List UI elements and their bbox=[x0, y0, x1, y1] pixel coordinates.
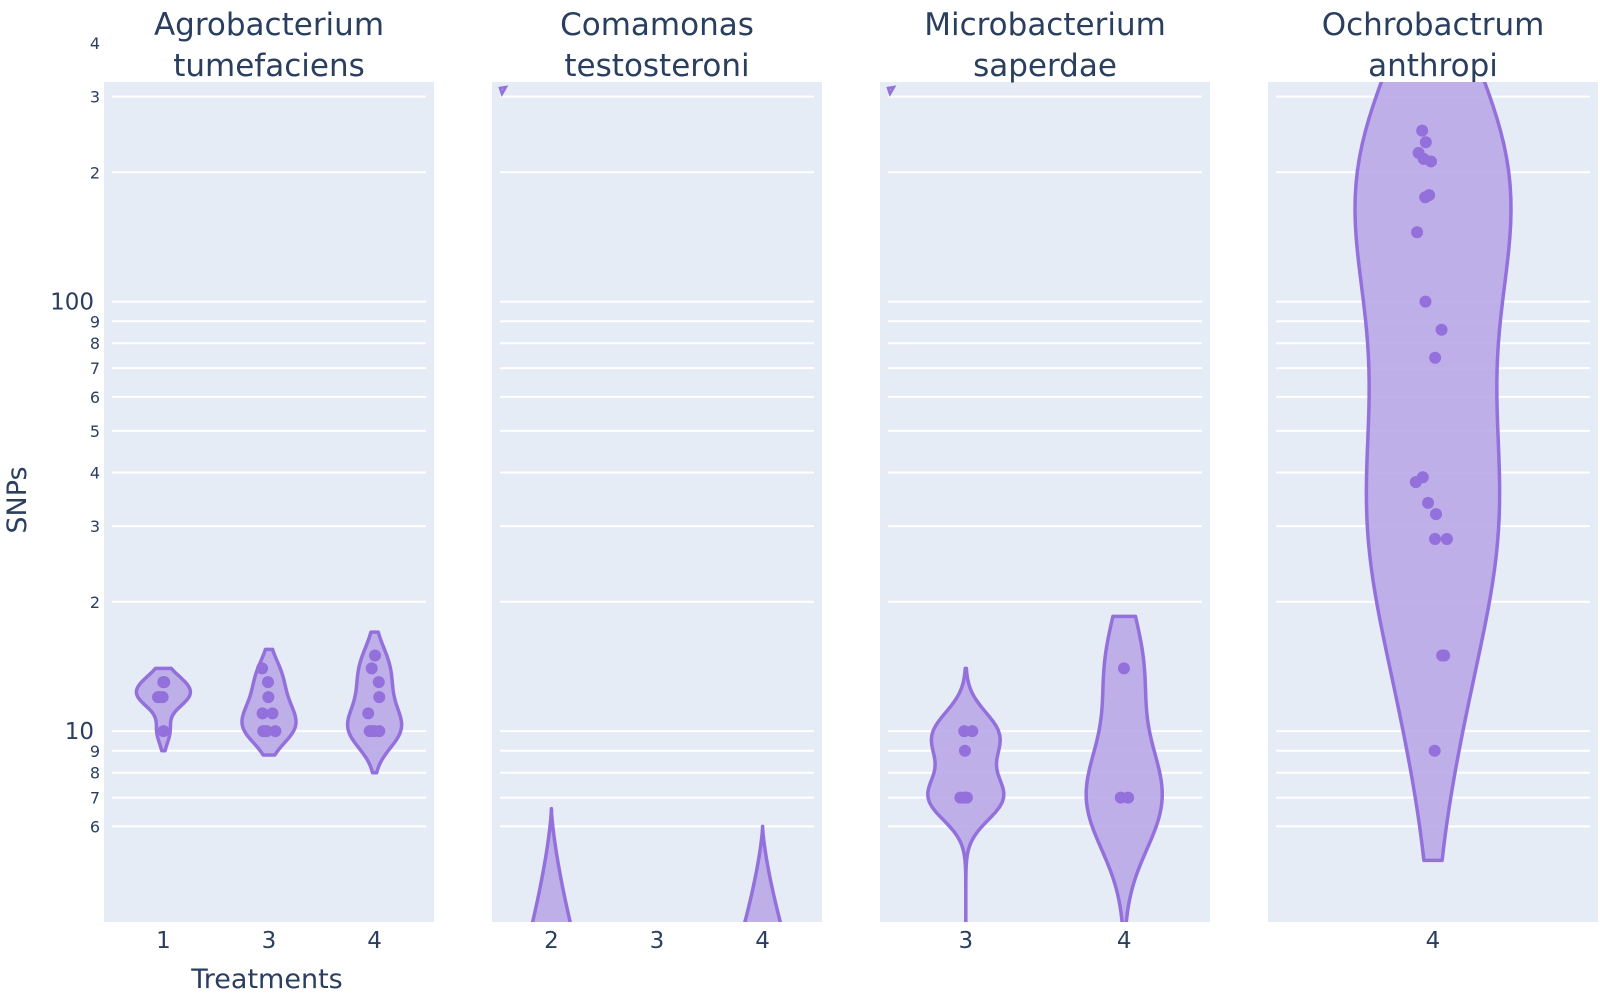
y-minor-tick-label: 7 bbox=[90, 359, 100, 378]
y-minor-tick-label: 4 bbox=[90, 464, 100, 483]
x-tick-label: 3 bbox=[650, 928, 665, 954]
data-point bbox=[1411, 226, 1424, 239]
x-tick-label: 3 bbox=[262, 928, 277, 954]
data-point bbox=[257, 725, 270, 738]
data-point bbox=[266, 707, 279, 720]
y-minor-tick-label: 4 bbox=[90, 34, 100, 53]
x-tick-label: 4 bbox=[367, 928, 382, 954]
violin-shape bbox=[345, 630, 404, 775]
panel-2: Microbacterium saperdae 3 4 bbox=[880, 7, 1210, 954]
data-point bbox=[373, 691, 386, 704]
data-point bbox=[958, 744, 971, 757]
plot-background bbox=[492, 82, 822, 922]
data-point bbox=[1425, 155, 1437, 168]
violin-shape bbox=[1084, 614, 1164, 922]
x-tick-label: 1 bbox=[156, 928, 171, 954]
y-minor-tick-label: 5 bbox=[90, 422, 100, 441]
plot-background bbox=[104, 82, 434, 922]
data-point bbox=[261, 676, 274, 689]
y-minor-tick-label: 9 bbox=[90, 742, 100, 761]
panel-title-line: testosteroni bbox=[564, 48, 749, 84]
data-point bbox=[1436, 649, 1449, 662]
data-point bbox=[958, 725, 971, 738]
data-point bbox=[256, 707, 269, 720]
data-point bbox=[1117, 662, 1130, 675]
x-tick-label: 2 bbox=[544, 928, 559, 954]
violin-shape bbox=[530, 806, 572, 922]
y-minor-tick-label: 8 bbox=[90, 334, 100, 353]
data-point bbox=[1419, 136, 1432, 149]
data-point bbox=[1435, 323, 1448, 336]
violin-fragment bbox=[886, 85, 897, 98]
y-minor-tick-label: 6 bbox=[90, 817, 100, 836]
y-minor-tick-label: 8 bbox=[90, 764, 100, 783]
data-point bbox=[1429, 533, 1442, 546]
x-tick-label: 4 bbox=[1117, 928, 1132, 954]
panel-title-line: anthropi bbox=[1368, 48, 1498, 84]
data-point bbox=[1419, 295, 1432, 308]
y-minor-tick-label: 3 bbox=[90, 517, 100, 536]
panel-3: Ochrobactrum anthropi 4 bbox=[1268, 7, 1598, 954]
violin-fragment bbox=[498, 85, 509, 98]
x-tick-label: 4 bbox=[755, 928, 770, 954]
y-minor-tick-label: 2 bbox=[90, 163, 100, 182]
data-point bbox=[958, 791, 971, 804]
data-point bbox=[1416, 124, 1429, 137]
y-minor-tick-label: 2 bbox=[90, 593, 100, 612]
panel-title-line: Microbacterium bbox=[924, 7, 1166, 43]
violin-shape bbox=[743, 824, 783, 922]
panels-layer: Agrobacterium tumefaciens 1 3 4 Comamonas test… bbox=[104, 7, 1598, 954]
y-minor-tick-label: 6 bbox=[90, 388, 100, 407]
x-tick-label: 4 bbox=[1426, 928, 1441, 954]
y-major-tick-label: 10 bbox=[65, 719, 94, 745]
data-point bbox=[368, 649, 381, 662]
data-point bbox=[1419, 191, 1432, 204]
data-point bbox=[1122, 791, 1135, 804]
data-point bbox=[269, 725, 282, 738]
panel-0: Agrobacterium tumefaciens 1 3 4 bbox=[104, 7, 434, 954]
panel-1: Comamonas testosteroni 2 3 4 bbox=[492, 7, 822, 954]
x-axis-title: Treatments bbox=[190, 964, 342, 995]
panel-title-line: saperdae bbox=[973, 48, 1117, 84]
y-major-tick-label: 100 bbox=[50, 290, 94, 316]
data-point bbox=[365, 662, 378, 675]
panel-title-line: Comamonas bbox=[560, 7, 754, 43]
data-point bbox=[262, 691, 275, 704]
y-minor-tick-label: 9 bbox=[90, 312, 100, 331]
data-point bbox=[368, 725, 381, 738]
violin-shape bbox=[1353, 82, 1513, 863]
data-point bbox=[1422, 496, 1435, 509]
data-point bbox=[1429, 351, 1442, 364]
violin-shape bbox=[134, 666, 193, 753]
data-point bbox=[362, 707, 375, 720]
data-point bbox=[157, 725, 170, 738]
y-minor-tick-label: 3 bbox=[90, 88, 100, 107]
y-minor-tick-label: 7 bbox=[90, 789, 100, 808]
data-point bbox=[1430, 508, 1443, 521]
data-point bbox=[1428, 744, 1441, 757]
data-point bbox=[158, 676, 171, 689]
y-axis: 10 100 6 7 8 9 2 3 4 5 6 7 8 9 2 3 4 bbox=[50, 34, 100, 836]
data-point bbox=[1440, 533, 1453, 546]
data-point bbox=[156, 691, 169, 704]
data-point bbox=[372, 676, 385, 689]
panel-title-line: Ochrobactrum bbox=[1322, 7, 1545, 43]
panel-title-line: Agrobacterium bbox=[154, 7, 384, 43]
panel-title-line: tumefaciens bbox=[173, 48, 365, 84]
y-axis-title: SNPs bbox=[2, 466, 33, 533]
data-point bbox=[256, 662, 269, 675]
data-point bbox=[1409, 476, 1422, 489]
x-tick-label: 3 bbox=[958, 928, 973, 954]
